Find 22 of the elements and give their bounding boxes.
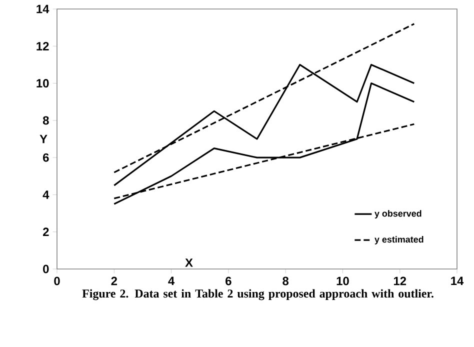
y-tick-label: 14 <box>36 4 50 14</box>
x-tick-label: 6 <box>226 276 232 286</box>
legend-label: y observed <box>374 210 422 218</box>
y-tick-label: 4 <box>42 190 50 199</box>
y-tick-label: 2 <box>43 228 49 236</box>
x-tick-label: 2 <box>111 276 117 286</box>
y-tick-label: 10 <box>36 79 49 88</box>
x-tick-label: 12 <box>394 276 406 286</box>
x-tick-label: 14 <box>451 276 464 285</box>
x-tick-label: 8 <box>282 276 289 286</box>
y-tick-label: 12 <box>36 42 49 50</box>
x-tick-label: 0 <box>54 276 60 286</box>
x-tick-label: 4 <box>168 276 175 285</box>
x-axis-title: X <box>185 258 193 267</box>
x-tick-label: 10 <box>336 276 349 286</box>
y-axis-title: Y <box>40 134 48 144</box>
y-tick-label: 8 <box>42 116 49 125</box>
y-tick-label: 0 <box>43 264 49 274</box>
caption: Figure 2. Data set in Table 2 using proposed approach with outlier. <box>82 289 434 300</box>
y-tick-label: 6 <box>43 153 49 162</box>
line-series <box>113 82 415 205</box>
legend-label: y estimated <box>374 236 424 244</box>
